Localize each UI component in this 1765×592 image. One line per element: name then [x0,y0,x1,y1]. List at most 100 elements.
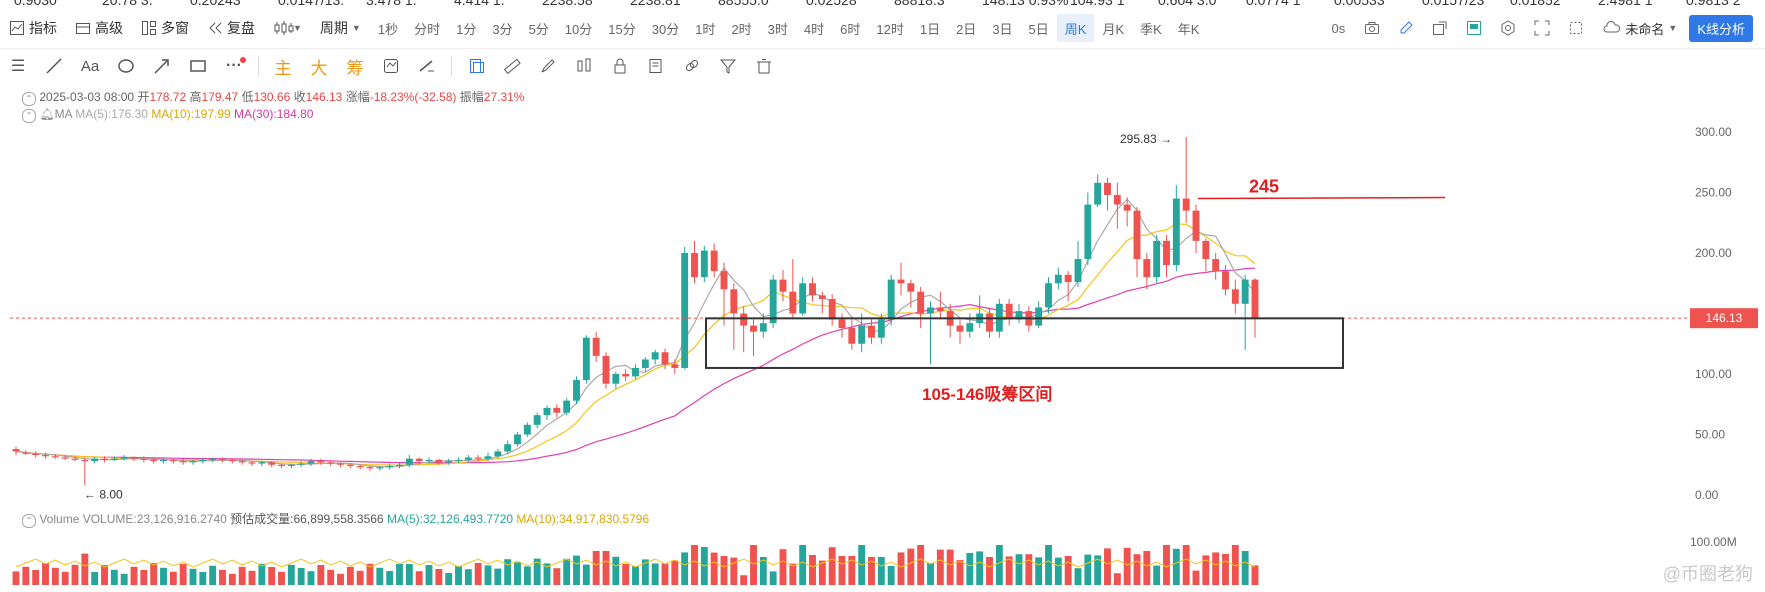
volume-bar [661,563,669,585]
big-chip-button[interactable]: 大 [310,58,328,78]
chart-type-button[interactable]: ▼ [264,14,311,42]
more-icon[interactable]: ··· [216,51,252,81]
ticker-item: 3.478 1. [366,0,417,8]
candle-body [582,337,590,381]
trash-icon[interactable] [746,51,782,81]
interval-tab[interactable]: 5分 [528,21,549,37]
text-icon[interactable]: Aa [80,57,100,75]
ticker-item: 88555.0 [718,0,769,8]
interval-tab[interactable]: 1秒 [377,21,399,37]
multi-window-button[interactable]: 多窗 [132,14,198,42]
candle-body [1074,259,1082,283]
brush-icon[interactable] [530,51,566,81]
fullscreen-icon[interactable] [1527,14,1557,42]
candle-body [425,459,433,462]
chip-button[interactable]: 筹 [346,58,364,78]
interval-tab[interactable]: 2时 [731,21,752,37]
bell-icon[interactable]: 🔔︎ [39,107,55,121]
screenshot-icon[interactable] [1561,14,1591,42]
magnet-icon[interactable] [458,51,494,81]
interval-tab[interactable]: 2日 [956,21,977,37]
period-dropdown[interactable]: 周期 ▼ [311,14,370,42]
candle-body [209,458,217,460]
interval-tab[interactable]: 3时 [767,21,788,37]
candle-body [258,462,266,464]
arrow-icon[interactable] [144,51,180,81]
candle-body [435,459,443,463]
pencil-icon[interactable] [1391,14,1421,42]
layout-name-dropdown[interactable]: 未命名 ▼ [1595,19,1685,38]
ruler-icon[interactable] [494,51,530,81]
candle-body [1133,210,1141,260]
hamburger-icon[interactable]: ☰ [10,58,26,75]
volume-bar [1015,554,1023,585]
filter-icon[interactable] [710,51,746,81]
volume-bar [101,565,108,585]
volume-bar [32,570,40,585]
interval-tab[interactable]: 分时 [414,21,441,37]
volume-bar [1025,554,1033,585]
volume-bar [553,568,561,585]
interval-tab[interactable]: 3日 [992,21,1013,37]
collapse-icon[interactable]: ⌃ [22,92,36,106]
interval-tab[interactable]: 15分 [608,21,636,37]
volume-bar [1222,554,1229,585]
volume-bar [887,566,895,585]
interval-tab[interactable]: 10分 [564,21,593,37]
candle-compare-icon[interactable] [566,51,602,81]
candle-body [42,455,49,457]
lock-icon[interactable] [602,51,638,81]
volume-bar [179,564,187,585]
interval-tab[interactable]: 1时 [695,21,716,37]
collapse-icon[interactable]: ⌃ [22,514,36,528]
volume-bar [828,547,836,585]
rectangle-icon[interactable] [180,51,216,81]
notes-icon[interactable] [638,51,674,81]
candle-body [759,323,767,332]
indicators-button[interactable]: 指标 [0,14,66,42]
interval-tab[interactable]: 1分 [456,21,477,37]
advanced-button[interactable]: 高级 [66,14,132,42]
volume-bar [799,545,807,585]
volume-ma-line [15,558,1256,568]
camera-icon[interactable] [1357,14,1387,42]
replay-button[interactable]: 复盘 [198,14,264,42]
candle-body [1143,259,1151,278]
interval-tab[interactable]: 5日 [1028,21,1049,37]
interval-tab[interactable]: 1日 [919,21,941,37]
erase-lines-icon[interactable] [409,51,445,81]
interval-tab[interactable]: 6时 [840,21,861,37]
last-price-label: 146.13 [1706,311,1743,325]
volume-bar [258,563,266,585]
interval-tab[interactable]: 30分 [651,21,680,37]
trend-line-icon[interactable] [36,51,72,81]
candle-body [523,424,531,435]
volume-bar [415,571,423,585]
interval-tab[interactable]: 3分 [492,21,513,37]
interval-tab[interactable]: 年K [1177,21,1200,37]
volume-bar [1064,556,1072,585]
candle-body [661,352,669,365]
layout-icon[interactable] [1459,14,1489,42]
new-window-icon[interactable] [1425,14,1455,42]
candle-body [327,462,335,464]
candle-body [592,337,600,356]
interval-tab[interactable]: 4时 [803,21,825,37]
candle-body [120,457,128,459]
interval-tab[interactable]: 月K [1102,21,1125,37]
interval-tab[interactable]: 12时 [876,21,904,37]
main-chip-button[interactable]: 主 [274,58,292,78]
ellipse-icon[interactable] [108,51,144,81]
settings-icon[interactable] [1493,14,1523,42]
collapse-icon[interactable]: ⌃ [22,109,36,123]
candle-body [1153,240,1161,278]
volume-title: Volume [39,512,80,526]
volume-bar [612,556,620,585]
volume-bar [150,563,158,585]
kline-analysis-button[interactable]: K线分析 [1689,14,1753,42]
sync-icon[interactable] [373,51,409,81]
interval-tab[interactable]: 季K [1140,21,1162,37]
interval-tab[interactable]: 周K [1056,14,1095,42]
link-icon[interactable] [674,51,710,81]
